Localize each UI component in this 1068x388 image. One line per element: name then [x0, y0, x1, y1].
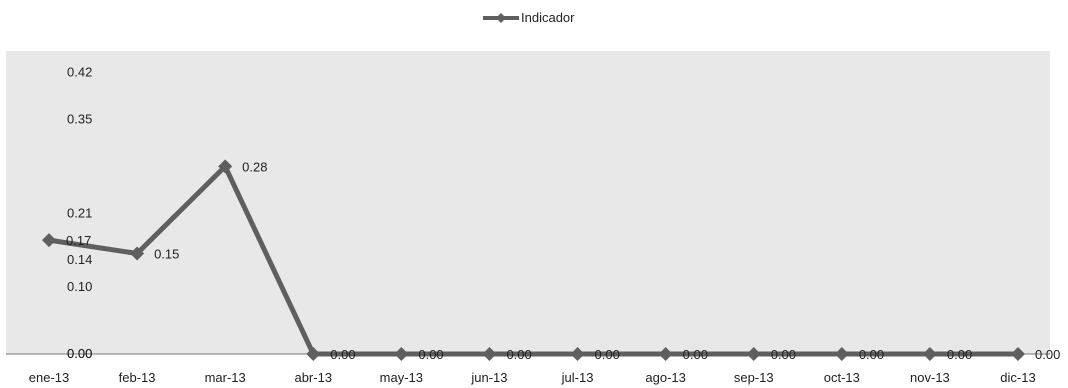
y-tick-labels: 0.420.350.210.140.100.000.00: [67, 65, 92, 361]
x-tick-label: nov-13: [910, 370, 950, 385]
data-label: 0.00: [683, 347, 708, 362]
data-point: [394, 347, 409, 361]
legend: Indicador: [483, 10, 575, 25]
data-point: [570, 347, 585, 361]
data-label: 0.00: [1035, 347, 1060, 362]
x-tick-label: ene-13: [29, 370, 69, 385]
y-tick-label: 0.00: [67, 346, 92, 361]
y-tick-label: 0.00: [67, 346, 92, 361]
x-tick-label: may-13: [380, 370, 423, 385]
data-point: [658, 347, 673, 361]
data-labels: 0.17 0.15 0.28 0.00 0.00 0.00 0.00 0.00 0.00 0.00…: [66, 159, 1060, 362]
x-tick-label: sep-13: [734, 370, 774, 385]
y-tick-label: 0.21: [67, 205, 92, 220]
y-tick-label: 0.42: [67, 65, 92, 80]
data-point: [746, 347, 761, 361]
x-tick-label: feb-13: [119, 370, 156, 385]
x-tick-label: jul-13: [561, 370, 594, 385]
series-indicador: [42, 159, 1025, 361]
data-label: 0.00: [330, 347, 355, 362]
data-point: [130, 246, 145, 261]
x-tick-label: jun-13: [470, 370, 507, 385]
data-point: [834, 347, 849, 361]
plot-area: [6, 51, 1050, 354]
data-point: [1011, 347, 1025, 361]
data-label: 0.00: [418, 347, 443, 362]
data-point: [922, 347, 937, 361]
data-label: 0.17: [66, 233, 91, 248]
x-tick-label: abr-13: [294, 370, 332, 385]
series-line: [48, 162, 1018, 357]
data-point: [306, 347, 321, 361]
y-tick-label: 0.10: [67, 279, 92, 294]
data-label: 0.00: [947, 347, 972, 362]
x-tick-label: ago-13: [645, 370, 685, 385]
data-label: 0.00: [506, 347, 531, 362]
x-tick-label: oct-13: [824, 370, 860, 385]
legend-label: Indicador: [521, 10, 575, 25]
legend-marker: [496, 13, 506, 23]
data-label: 0.00: [595, 347, 620, 362]
y-tick-label: 0.35: [67, 112, 92, 127]
data-label: 0.00: [771, 347, 796, 362]
data-point: [482, 347, 497, 361]
data-point: [42, 233, 56, 248]
data-label: 0.00: [859, 347, 884, 362]
data-label: 0.28: [242, 159, 267, 174]
x-tick-labels: ene-13 feb-13 mar-13 abr-13 may-13 jun-13 jul-…: [29, 370, 1036, 385]
data-point: [218, 159, 233, 174]
x-tick-label: mar-13: [205, 370, 246, 385]
y-tick-label: 0.14: [67, 252, 92, 267]
data-label: 0.15: [154, 247, 179, 262]
x-tick-label: dic-13: [1000, 370, 1035, 385]
